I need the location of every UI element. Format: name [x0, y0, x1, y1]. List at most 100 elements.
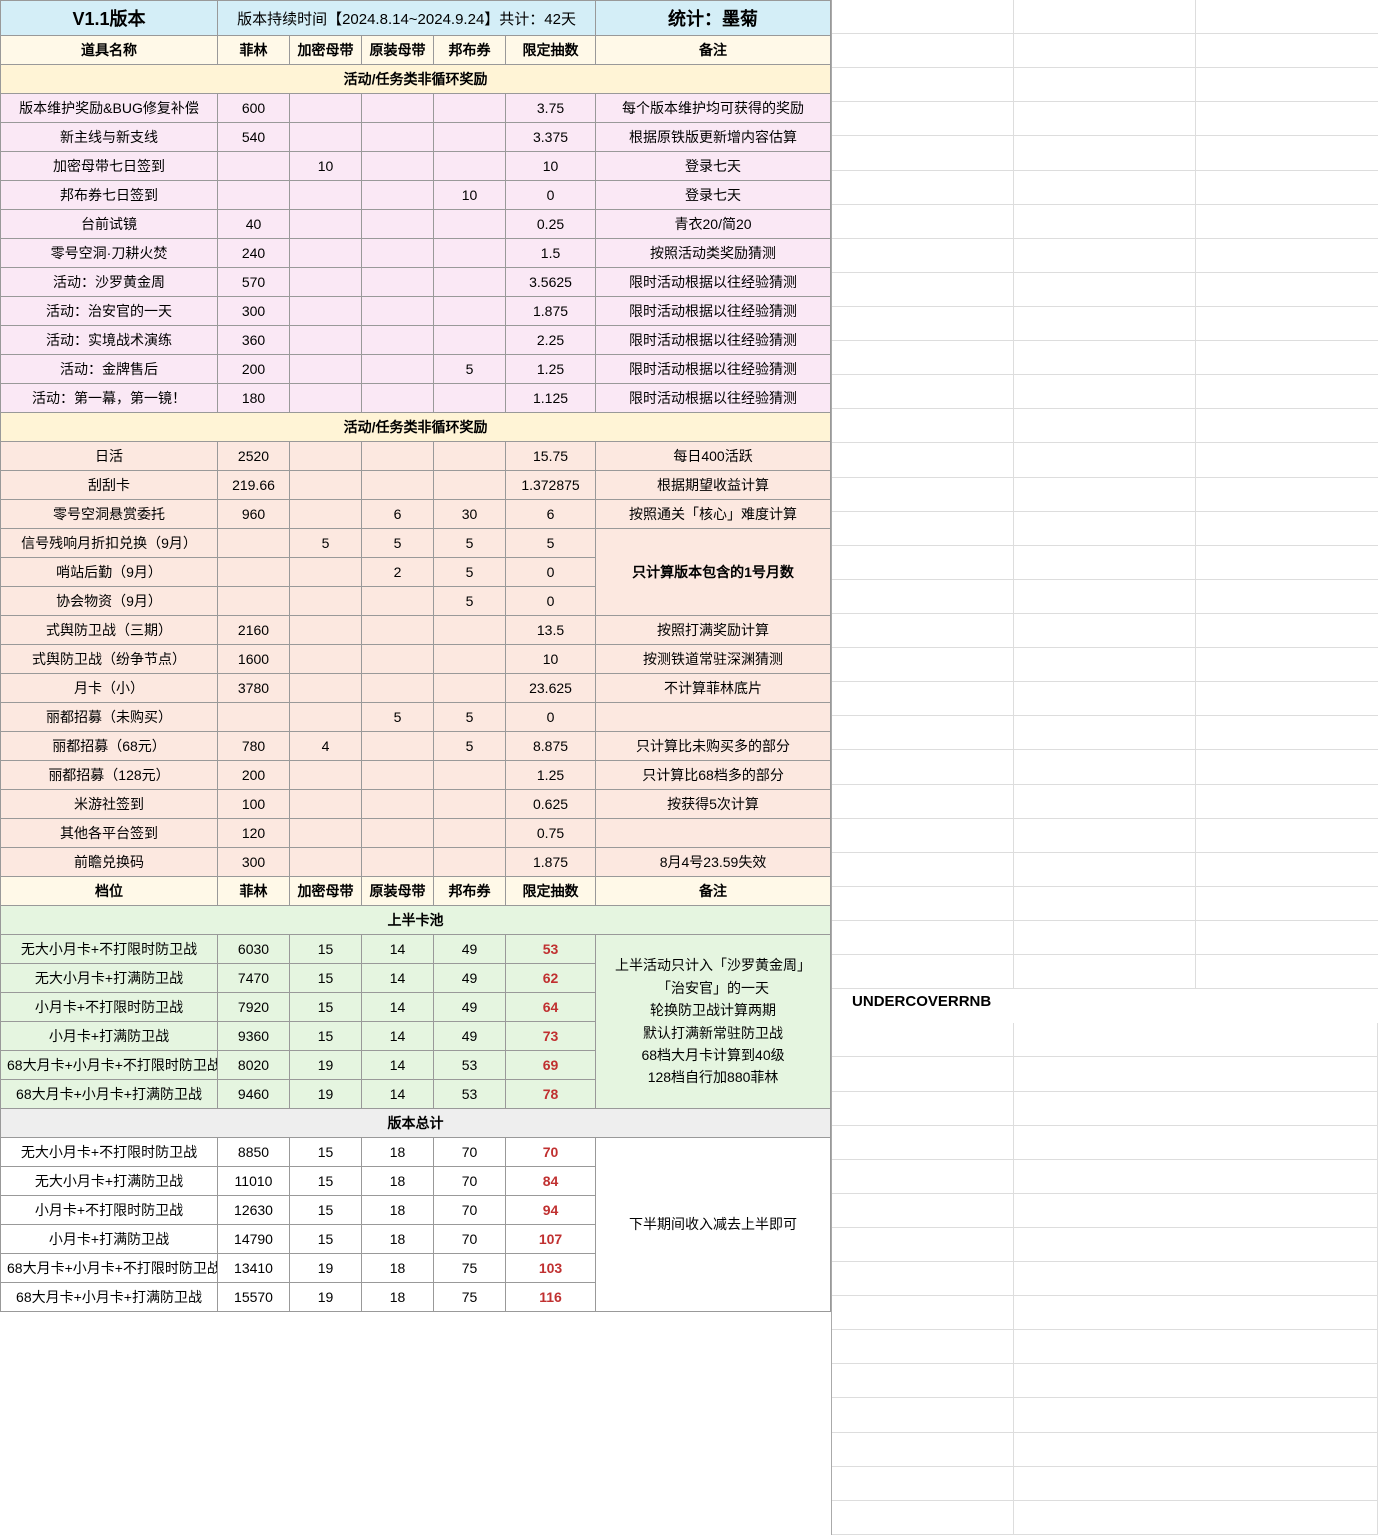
col-film: 菲林	[218, 36, 290, 65]
cell	[434, 471, 506, 500]
cell: 每日400活跃	[596, 442, 831, 471]
side-cell	[1014, 68, 1196, 102]
cell: 6	[506, 500, 596, 529]
cell	[290, 500, 362, 529]
cell: 限时活动根据以往经验猜测	[596, 297, 831, 326]
merged-note: 上半活动只计入「沙罗黄金周」「治安官」的一天轮换防卫战计算两期默认打满新常驻防卫…	[596, 935, 831, 1109]
cell: 10	[434, 181, 506, 210]
cell: 式舆防卫战（纷争节点）	[1, 645, 218, 674]
cell	[362, 732, 434, 761]
side-cell	[1196, 1467, 1378, 1501]
duration-label: 版本持续时间【2024.8.14~2024.9.24】共计：42天	[218, 1, 596, 36]
side-cell	[1014, 512, 1196, 546]
cell: 限时活动根据以往经验猜测	[596, 326, 831, 355]
cell: 15	[290, 1167, 362, 1196]
cell: 登录七天	[596, 152, 831, 181]
side-cell	[1196, 205, 1378, 239]
tier-c3: 原装母带	[362, 877, 434, 906]
cell	[434, 268, 506, 297]
side-cell	[832, 955, 1014, 989]
side-cell	[832, 1398, 1014, 1432]
side-cell	[832, 750, 1014, 784]
cell: 75	[434, 1254, 506, 1283]
side-cell	[1196, 1160, 1378, 1194]
cell: 49	[434, 993, 506, 1022]
side-cell	[1014, 546, 1196, 580]
side-cell	[832, 614, 1014, 648]
cell: 103	[506, 1254, 596, 1283]
cell: 14	[362, 1080, 434, 1109]
cell: 4	[290, 732, 362, 761]
cell: 5	[434, 529, 506, 558]
cell: 3780	[218, 674, 290, 703]
cell: 8.875	[506, 732, 596, 761]
cell	[434, 326, 506, 355]
side-cell	[1196, 273, 1378, 307]
side-cell	[832, 443, 1014, 477]
side-cell	[1014, 1330, 1196, 1364]
cell: 哨站后勤（9月）	[1, 558, 218, 587]
cell: 只计算比68档多的部分	[596, 761, 831, 790]
side-cell	[832, 68, 1014, 102]
cell: 其他各平台签到	[1, 819, 218, 848]
side-cell	[832, 682, 1014, 716]
side-cell	[832, 1330, 1014, 1364]
cell: 1.25	[506, 761, 596, 790]
cell: 14	[362, 935, 434, 964]
cell	[290, 384, 362, 413]
side-cell	[1196, 239, 1378, 273]
cell: 2160	[218, 616, 290, 645]
table-row: 丽都招募（128元）2001.25只计算比68档多的部分	[1, 761, 831, 790]
cell	[434, 761, 506, 790]
cell: 70	[434, 1196, 506, 1225]
cell: 1.25	[506, 355, 596, 384]
cell	[434, 123, 506, 152]
side-cell	[832, 887, 1014, 921]
cell: 49	[434, 964, 506, 993]
cell	[218, 529, 290, 558]
cell: 13.5	[506, 616, 596, 645]
table-row: 无大小月卡+不打限时防卫战885015187070下半期间收入减去上半即可	[1, 1138, 831, 1167]
cell: 限时活动根据以往经验猜测	[596, 384, 831, 413]
side-cell	[832, 648, 1014, 682]
cell: 丽都招募（未购买）	[1, 703, 218, 732]
cell: 12630	[218, 1196, 290, 1225]
side-cell	[1196, 136, 1378, 170]
cell: 按照活动类奖励猜测	[596, 239, 831, 268]
cell: 2520	[218, 442, 290, 471]
cell: 0	[506, 558, 596, 587]
table-row: 零号空洞·刀耕火焚2401.5按照活动类奖励猜测	[1, 239, 831, 268]
table-row: 活动：实境战术演练3602.25限时活动根据以往经验猜测	[1, 326, 831, 355]
cell	[434, 790, 506, 819]
cell	[362, 645, 434, 674]
side-cell	[1014, 682, 1196, 716]
cell	[434, 616, 506, 645]
cell: 下半期间收入减去上半即可	[596, 1138, 831, 1312]
cell	[362, 94, 434, 123]
side-cell	[1014, 1194, 1196, 1228]
side-cell	[1196, 1057, 1378, 1091]
cell: 19	[290, 1283, 362, 1312]
cell	[434, 674, 506, 703]
side-cell	[1196, 955, 1378, 989]
cell: 64	[506, 993, 596, 1022]
table-row: 式舆防卫战（纷争节点）160010按测铁道常驻深渊猜测	[1, 645, 831, 674]
side-cell	[1014, 341, 1196, 375]
cell: 68大月卡+小月卡+不打限时防卫战	[1, 1254, 218, 1283]
cell	[290, 471, 362, 500]
side-cell	[1196, 750, 1378, 784]
side-cell	[1014, 716, 1196, 750]
side-cell	[1196, 102, 1378, 136]
cell: 限时活动根据以往经验猜测	[596, 355, 831, 384]
cell: 960	[218, 500, 290, 529]
side-cell	[1196, 921, 1378, 955]
cell: 2	[362, 558, 434, 587]
side-cell	[1014, 955, 1196, 989]
table-row: 活动：沙罗黄金周5703.5625限时活动根据以往经验猜测	[1, 268, 831, 297]
side-cell	[1196, 443, 1378, 477]
cell: 5	[506, 529, 596, 558]
cell: 活动：实境战术演练	[1, 326, 218, 355]
cell: 15	[290, 1225, 362, 1254]
side-cell	[1196, 819, 1378, 853]
side-cell	[1014, 887, 1196, 921]
